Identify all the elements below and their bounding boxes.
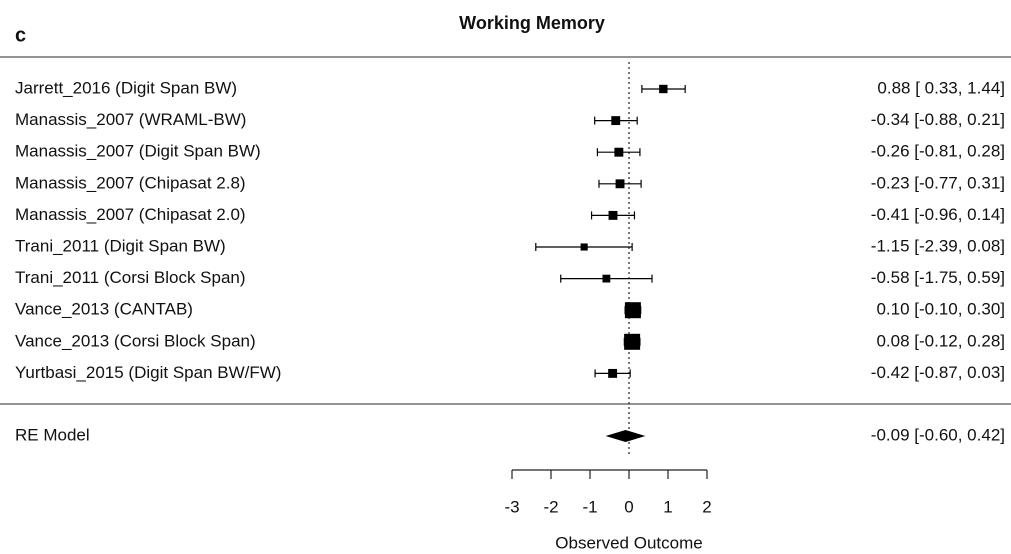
x-axis-label: Observed Outcome — [555, 533, 702, 552]
x-tick-label: -3 — [504, 497, 519, 516]
study-label: Trani_2011 (Digit Span BW) — [15, 236, 226, 255]
study-label: Yurtbasi_2015 (Digit Span BW/FW) — [15, 363, 281, 382]
x-tick-label: -2 — [543, 497, 558, 516]
ci-label: 0.08 [-0.12, 0.28] — [876, 331, 1005, 350]
ci-label: -0.42 [-0.87, 0.03] — [871, 363, 1005, 382]
study-label: Trani_2011 (Corsi Block Span) — [15, 268, 246, 287]
study-label: Jarrett_2016 (Digit Span BW) — [15, 78, 237, 97]
ci-label: -0.26 [-0.81, 0.28] — [871, 142, 1005, 161]
summary-diamond — [605, 430, 646, 442]
study-label: Vance_2013 (CANTAB) — [15, 300, 193, 319]
chart-title: Working Memory — [459, 13, 605, 33]
point-estimate — [611, 116, 621, 126]
study-label: Manassis_2007 (Chipasat 2.8) — [15, 173, 246, 192]
point-estimate — [615, 179, 625, 189]
point-estimate — [624, 302, 641, 319]
study-label: Manassis_2007 (Digit Span BW) — [15, 142, 261, 161]
study-label: Manassis_2007 (WRAML-BW) — [15, 110, 246, 129]
study-label: Manassis_2007 (Chipasat 2.0) — [15, 205, 246, 224]
ci-label: -1.15 [-2.39, 0.08] — [871, 236, 1005, 255]
x-tick-label: -1 — [582, 497, 597, 516]
study-label: Vance_2013 (Corsi Block Span) — [15, 331, 256, 350]
x-tick-label: 2 — [702, 497, 711, 516]
ci-label: 0.88 [ 0.33, 1.44] — [877, 78, 1005, 97]
point-estimate — [659, 84, 668, 94]
ci-label: -0.58 [-1.75, 0.59] — [871, 268, 1005, 287]
x-tick-label: 1 — [663, 497, 672, 516]
point-estimate — [602, 274, 611, 283]
point-estimate — [580, 243, 588, 251]
summary-label: RE Model — [15, 425, 90, 444]
point-estimate — [608, 210, 618, 220]
ci-label: -0.34 [-0.88, 0.21] — [871, 110, 1005, 129]
point-estimate — [624, 333, 641, 350]
point-estimate — [614, 147, 624, 157]
point-estimate — [608, 368, 618, 378]
ci-label: 0.10 [-0.10, 0.30] — [876, 300, 1005, 319]
x-tick-label: 0 — [624, 497, 633, 516]
ci-label: -0.23 [-0.77, 0.31] — [871, 173, 1005, 192]
panel-label: c — [15, 24, 26, 46]
summary-ci-label: -0.09 [-0.60, 0.42] — [871, 425, 1005, 444]
ci-label: -0.41 [-0.96, 0.14] — [871, 205, 1005, 224]
